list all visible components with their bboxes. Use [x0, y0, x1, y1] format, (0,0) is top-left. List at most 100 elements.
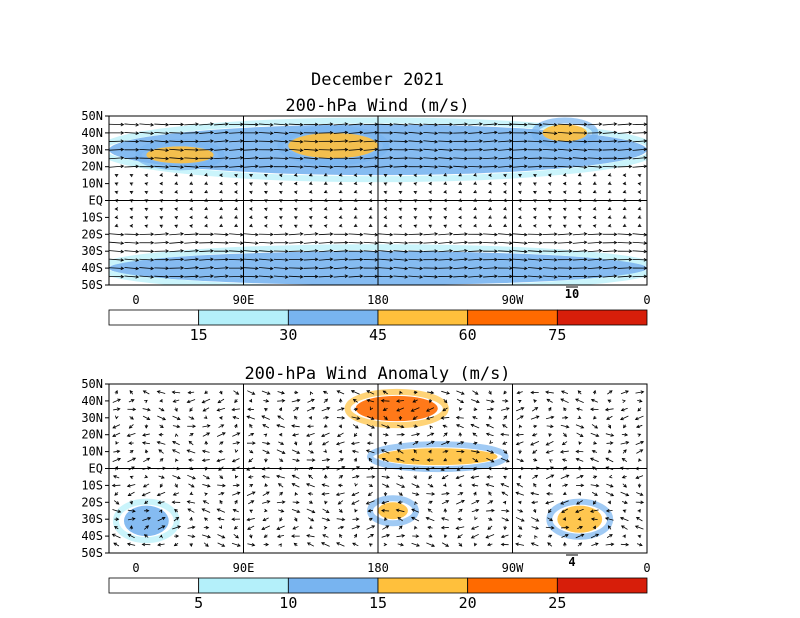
wind-vector-head — [607, 425, 611, 429]
wind-vector — [498, 148, 512, 151]
wind-vector — [127, 543, 136, 546]
wind-vector-head — [291, 483, 296, 487]
wind-vector-head — [488, 415, 493, 420]
wind-vector-head — [344, 147, 349, 152]
wind-vector-head — [338, 206, 343, 211]
wind-vector — [426, 432, 434, 437]
wind-vector-head — [459, 407, 463, 412]
wind-vector-head — [219, 198, 223, 202]
wind-vector-head — [503, 415, 508, 420]
wind-vector-head — [628, 249, 633, 254]
wind-vector-head — [195, 156, 199, 161]
wind-vectors — [109, 122, 647, 279]
wind-vector — [306, 508, 315, 513]
wind-vector — [172, 441, 180, 446]
wind-vector — [169, 250, 184, 253]
wind-vector-head — [263, 433, 268, 438]
wind-vector-head — [374, 249, 379, 254]
wind-vector-head — [150, 249, 155, 254]
wind-vector — [142, 491, 151, 497]
wind-vector-head — [411, 508, 415, 512]
wind-vector — [441, 542, 449, 547]
wind-vector-head — [338, 424, 342, 429]
wind-vector — [157, 525, 165, 530]
wind-vector — [397, 475, 404, 479]
wind-vector — [139, 140, 154, 143]
wind-vector-head — [329, 130, 334, 135]
wind-vector-head — [314, 131, 319, 135]
wind-vector — [244, 250, 258, 253]
wind-vector — [337, 526, 344, 529]
wind-vector-head — [368, 190, 373, 194]
wind-vector — [575, 424, 584, 429]
wind-vector-head — [524, 147, 528, 152]
wind-vector-head — [419, 164, 424, 169]
wind-vector-head — [249, 449, 254, 454]
wind-vector-head — [562, 207, 567, 212]
wind-vector-head — [509, 241, 513, 245]
wind-vector-head — [150, 139, 155, 144]
wind-vector-head — [369, 517, 373, 522]
wind-vector — [411, 458, 420, 462]
wind-vector-head — [404, 123, 409, 127]
wind-vector-head — [622, 223, 627, 228]
wind-vector-head — [460, 441, 465, 445]
wind-vector — [487, 525, 493, 530]
wind-vector-head — [607, 525, 612, 529]
wind-vector-head — [635, 475, 640, 480]
wind-vector-head — [359, 257, 364, 262]
wind-vector-head — [516, 483, 521, 487]
wind-vector-head — [165, 156, 170, 161]
wind-vector-head — [174, 433, 179, 438]
wind-vector — [128, 399, 135, 403]
wind-vector-head — [434, 240, 439, 245]
wind-vector-head — [177, 525, 182, 529]
wind-vector-head — [428, 207, 433, 212]
wind-vector-head — [534, 474, 539, 479]
wind-vector-head — [234, 223, 238, 227]
wind-vector-head — [195, 257, 199, 262]
wind-vector-head — [293, 441, 298, 446]
wind-vector-head — [189, 408, 193, 412]
wind-vector-head — [232, 415, 237, 420]
wind-vector-head — [210, 274, 214, 278]
wind-vector-head — [294, 517, 298, 522]
wind-vector-head — [234, 499, 238, 504]
wind-vector-head — [535, 415, 540, 419]
wind-vector — [531, 517, 539, 522]
wind-vector-head — [568, 122, 573, 127]
wind-vector — [517, 509, 523, 513]
wind-vector — [258, 250, 273, 253]
wind-vector — [486, 424, 494, 429]
wind-vector — [333, 131, 348, 134]
wind-vector-head — [598, 265, 603, 270]
wind-vector-head — [126, 542, 131, 546]
wind-vector-head — [613, 240, 618, 245]
wind-vector-head — [270, 148, 274, 152]
wind-vector-head — [195, 240, 199, 245]
y-tick-label: 10S — [81, 210, 103, 224]
wind-vector — [423, 140, 438, 143]
wind-vector — [321, 517, 330, 521]
wind-vector-head — [351, 501, 356, 505]
wind-vector-head — [613, 130, 618, 135]
wind-vector-head — [464, 165, 468, 169]
wind-vector — [587, 267, 602, 270]
wind-vector-head — [504, 466, 509, 471]
wind-vector-head — [321, 483, 326, 487]
wind-vector — [318, 123, 333, 126]
wind-vector — [351, 525, 360, 530]
wind-vector-head — [175, 516, 180, 521]
wind-vector — [547, 517, 553, 522]
wind-vector-head — [144, 173, 149, 178]
wind-vector — [303, 148, 318, 151]
wind-vector-head — [622, 399, 626, 404]
wind-vector — [617, 123, 632, 126]
wind-vector-head — [539, 164, 543, 169]
wind-vector-head — [613, 165, 618, 169]
wind-vector-head — [132, 457, 137, 461]
wind-vector-head — [625, 441, 630, 445]
wind-vector-head — [325, 509, 330, 513]
wind-vector — [352, 542, 359, 547]
y-tick-label: 30S — [81, 244, 103, 258]
